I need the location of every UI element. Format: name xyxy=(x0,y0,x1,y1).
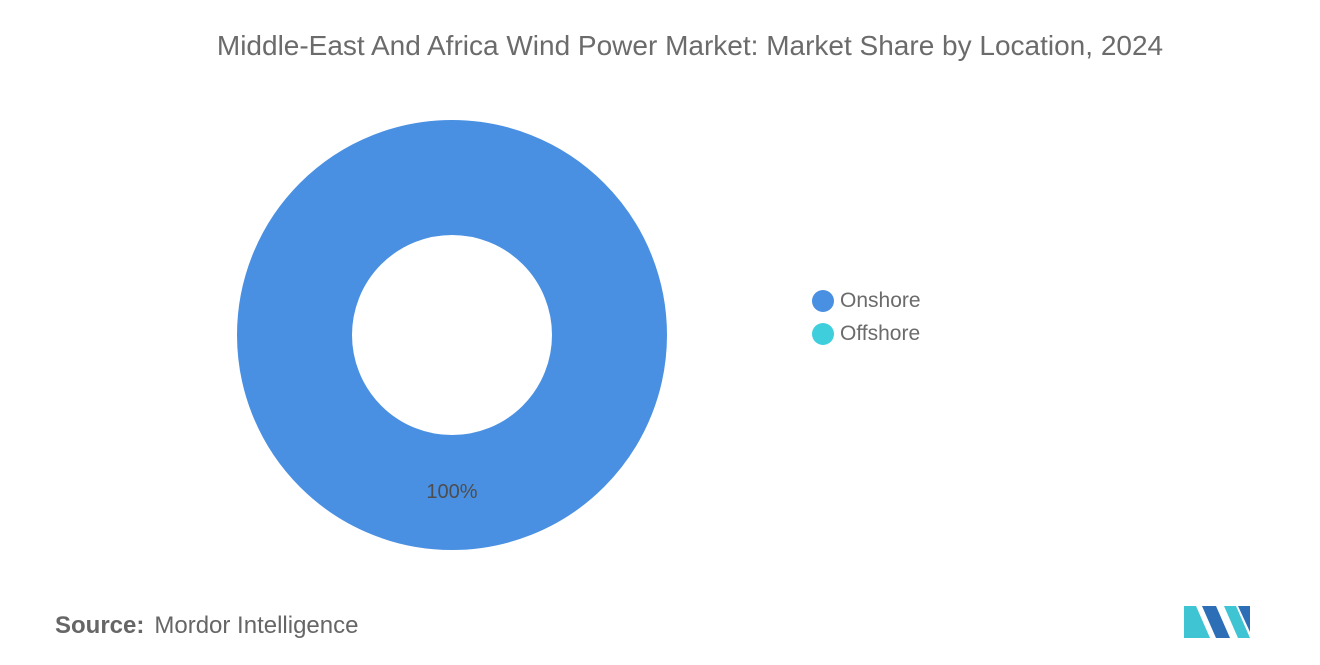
logo-shape-right-dark xyxy=(1238,606,1250,632)
legend-swatch-onshore xyxy=(812,289,834,312)
legend-label-offshore: Offshore xyxy=(840,321,921,345)
logo-shape-right-light xyxy=(1224,606,1250,638)
chart-legend: Onshore Offshore xyxy=(812,284,921,350)
data-label-onshore: 100% xyxy=(426,481,477,503)
donut-data-labels: 100% xyxy=(426,481,477,503)
legend-swatch-offshore xyxy=(812,322,834,345)
source-label: Source: xyxy=(55,612,145,639)
legend-item-onshore[interactable]: Onshore xyxy=(812,284,921,317)
logo-shape-left xyxy=(1184,606,1210,638)
source-line: Source: Mordor Intelligence xyxy=(55,612,358,640)
donut-chart: 100% xyxy=(237,120,667,550)
donut-slice-onshore[interactable] xyxy=(237,120,667,550)
mordor-intelligence-logo xyxy=(1184,606,1250,638)
legend-label-onshore: Onshore xyxy=(840,288,921,312)
logo-shape-middle xyxy=(1202,606,1230,638)
chart-title: Middle-East And Africa Wind Power Market… xyxy=(216,30,1164,61)
donut-slices xyxy=(237,120,667,550)
legend-item-offshore[interactable]: Offshore xyxy=(812,317,921,350)
source-value: Mordor Intelligence xyxy=(154,612,359,639)
